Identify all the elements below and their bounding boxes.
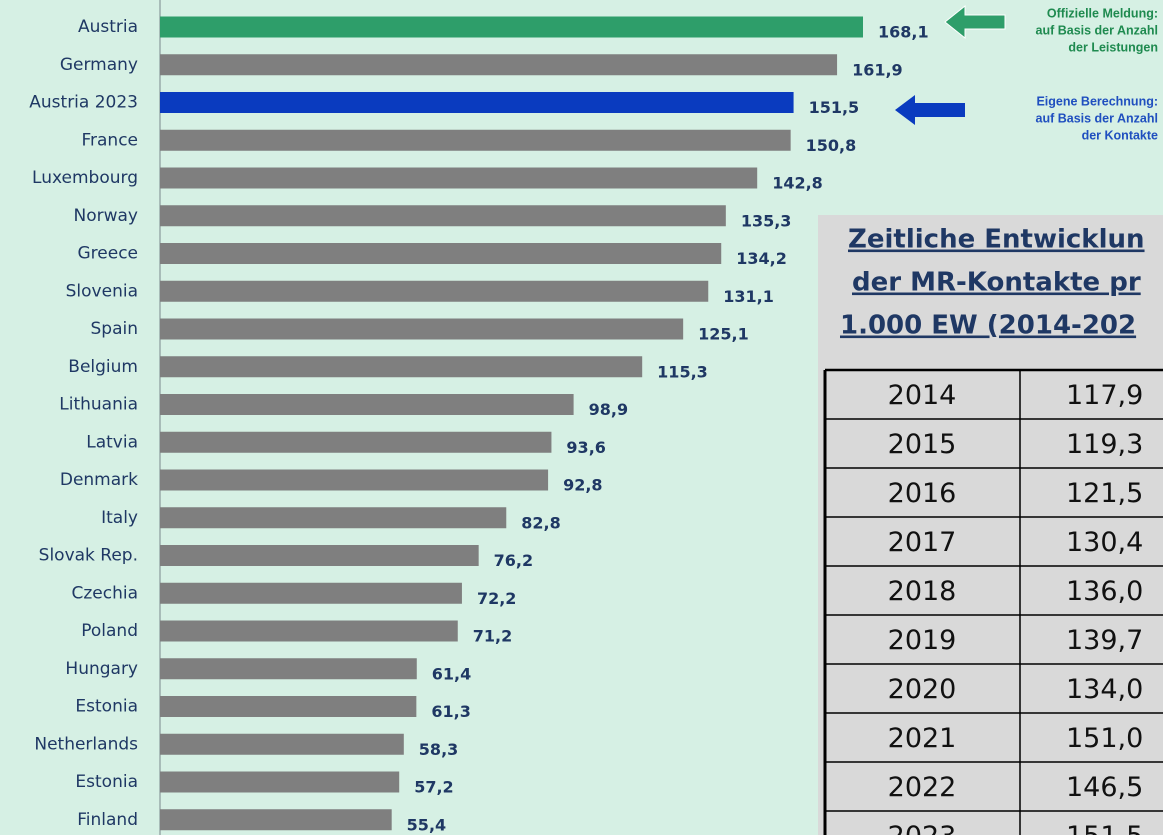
table-cell: 2014 bbox=[888, 380, 957, 411]
value-label: 76,2 bbox=[494, 551, 533, 570]
category-label: Norway bbox=[74, 206, 139, 226]
value-label: 72,2 bbox=[477, 589, 516, 608]
category-label: Belgium bbox=[68, 357, 138, 377]
annotation: auf Basis der Anzahl bbox=[1036, 23, 1159, 37]
table-cell: 2015 bbox=[888, 429, 957, 460]
category-label: Czechia bbox=[71, 583, 138, 603]
table-cell: 151,5 bbox=[1066, 821, 1143, 835]
category-label: Greece bbox=[77, 244, 138, 264]
arrow-blue bbox=[895, 95, 965, 125]
value-label: 92,8 bbox=[563, 476, 602, 495]
table-cell: 2021 bbox=[888, 723, 957, 754]
annotation: Offizielle Meldung: bbox=[1047, 6, 1158, 20]
bar bbox=[160, 809, 392, 831]
category-label: Austria 2023 bbox=[29, 93, 138, 113]
bar bbox=[160, 582, 462, 604]
table-panel bbox=[818, 215, 1163, 835]
category-label: Denmark bbox=[60, 470, 138, 490]
table-cell: 139,7 bbox=[1066, 625, 1143, 656]
bar bbox=[160, 469, 549, 491]
bar bbox=[160, 205, 726, 227]
bar bbox=[160, 318, 684, 340]
bar bbox=[160, 545, 479, 566]
table-cell: 151,0 bbox=[1066, 723, 1143, 754]
value-label: 150,8 bbox=[806, 136, 857, 155]
category-label: Finland bbox=[77, 810, 138, 830]
table-cell: 146,5 bbox=[1066, 772, 1143, 803]
bar bbox=[160, 243, 722, 264]
category-label: Hungary bbox=[65, 659, 138, 679]
annotation: auf Basis der Anzahl bbox=[1036, 111, 1159, 125]
category-label: Estonia bbox=[75, 772, 138, 792]
category-label: Lithuania bbox=[59, 395, 138, 415]
category-label: Poland bbox=[81, 621, 138, 641]
value-label: 134,2 bbox=[736, 249, 787, 268]
value-label: 151,5 bbox=[809, 98, 860, 117]
category-label: Slovak Rep. bbox=[39, 546, 138, 566]
value-label: 131,1 bbox=[723, 287, 774, 306]
value-label: 71,2 bbox=[473, 627, 512, 646]
category-label: Estonia bbox=[75, 697, 138, 717]
value-label: 135,3 bbox=[741, 211, 792, 230]
table-cell: 136,0 bbox=[1066, 576, 1143, 607]
value-label: 57,2 bbox=[414, 778, 453, 797]
table-title: der MR-Kontakte pr bbox=[852, 268, 1141, 298]
category-label: Latvia bbox=[86, 432, 138, 452]
table-cell: 2022 bbox=[888, 772, 957, 803]
bar bbox=[160, 167, 758, 189]
category-label: Austria bbox=[78, 17, 138, 37]
bar bbox=[160, 16, 863, 38]
value-label: 142,8 bbox=[772, 174, 823, 193]
bar bbox=[160, 280, 709, 302]
category-label: Slovenia bbox=[66, 281, 138, 301]
table-cell: 2018 bbox=[888, 576, 957, 607]
bar bbox=[160, 771, 400, 793]
value-label: 115,3 bbox=[657, 362, 708, 381]
value-label: 161,9 bbox=[852, 60, 903, 79]
category-label: Germany bbox=[60, 55, 138, 75]
bar bbox=[160, 733, 404, 755]
table-cell: 2020 bbox=[888, 674, 957, 705]
annotation: der Leistungen bbox=[1068, 40, 1158, 54]
category-label: Luxembourg bbox=[32, 168, 138, 188]
value-label: 55,4 bbox=[407, 815, 446, 834]
category-label: Italy bbox=[101, 508, 138, 528]
annotation: der Kontakte bbox=[1082, 128, 1158, 142]
annotation: Eigene Berechnung: bbox=[1036, 94, 1158, 108]
bar bbox=[160, 431, 552, 453]
arrow-green bbox=[944, 4, 1006, 40]
table-cell: 130,4 bbox=[1066, 527, 1143, 558]
table-cell: 119,3 bbox=[1066, 429, 1143, 460]
table-cell: 2017 bbox=[888, 527, 957, 558]
value-label: 168,1 bbox=[878, 23, 929, 42]
table-title: 1.000 EW (2014-202 bbox=[840, 311, 1136, 341]
table-cell: 117,9 bbox=[1066, 380, 1143, 411]
value-label: 93,6 bbox=[566, 438, 605, 457]
value-label: 82,8 bbox=[521, 513, 560, 532]
bar bbox=[160, 356, 643, 378]
value-label: 61,4 bbox=[432, 664, 471, 683]
value-label: 98,9 bbox=[589, 400, 628, 419]
bar bbox=[160, 394, 574, 415]
bar bbox=[160, 658, 417, 680]
value-label: 61,3 bbox=[431, 702, 470, 721]
category-label: Spain bbox=[91, 319, 139, 339]
table-cell: 134,0 bbox=[1066, 674, 1143, 705]
bar bbox=[160, 54, 838, 76]
bar bbox=[160, 507, 507, 529]
category-label: Netherlands bbox=[34, 734, 138, 754]
bar bbox=[160, 92, 794, 113]
table-title: Zeitliche Entwicklun bbox=[848, 225, 1145, 255]
category-label: France bbox=[81, 130, 138, 150]
table-cell: 2023 bbox=[888, 821, 957, 835]
bar bbox=[160, 696, 417, 717]
table-cell: 121,5 bbox=[1066, 478, 1143, 509]
value-label: 125,1 bbox=[698, 325, 749, 344]
table-cell: 2016 bbox=[888, 478, 957, 509]
bar bbox=[160, 620, 458, 642]
table-cell: 2019 bbox=[888, 625, 957, 656]
value-label: 58,3 bbox=[419, 740, 458, 759]
bar bbox=[160, 129, 791, 151]
